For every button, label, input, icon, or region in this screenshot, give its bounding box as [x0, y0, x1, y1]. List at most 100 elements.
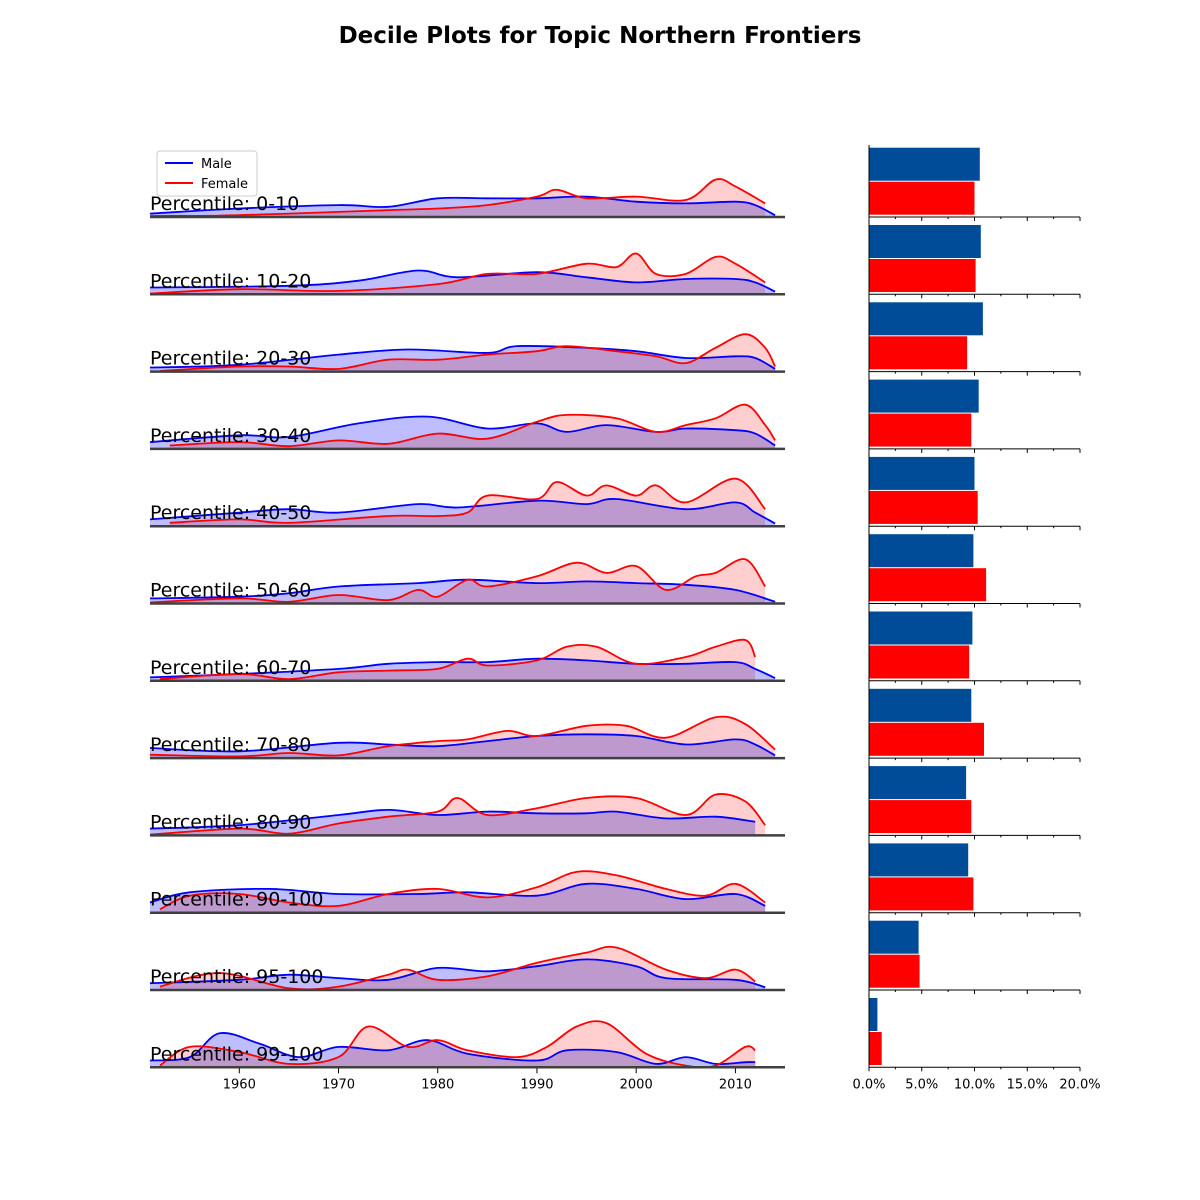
- ridge-row-50-60: Percentile: 50-60: [149, 558, 785, 605]
- female-line: [169, 477, 766, 524]
- bars-row-90-100: [868, 843, 1081, 917]
- share-bars: [868, 145, 1081, 1072]
- row-label: Percentile: 70-80: [150, 734, 311, 756]
- bars-row-60-70: [868, 611, 1081, 685]
- female-share-bar: [869, 181, 975, 215]
- female-area: [150, 253, 766, 295]
- ridge-row-10-20: Percentile: 10-20: [149, 252, 785, 296]
- male-share-bar: [869, 225, 981, 258]
- male-share-bar: [869, 147, 980, 181]
- legend-female-label: Female: [201, 177, 248, 192]
- female-share-bar: [869, 259, 976, 292]
- row-label: Percentile: 95-100: [150, 966, 323, 988]
- share-tick-label: 15.0%: [1007, 1077, 1048, 1092]
- female-area: [150, 559, 766, 604]
- row-label: Percentile: 60-70: [150, 657, 311, 679]
- bars-row-70-80: [868, 688, 1081, 763]
- bars-row-20-30: [868, 302, 1081, 376]
- year-tick-label: 1990: [520, 1077, 553, 1092]
- male-share-bar: [869, 766, 967, 800]
- ridge-row-20-30: Percentile: 20-30: [149, 333, 785, 373]
- male-share-bar: [869, 611, 973, 645]
- female-share-bar: [869, 568, 987, 602]
- female-area: [159, 946, 756, 990]
- male-line: [149, 344, 776, 370]
- row-label: Percentile: 99-100: [150, 1043, 323, 1065]
- share-tick-label: 5.0%: [905, 1077, 938, 1092]
- male-line: [149, 958, 766, 989]
- year-axis: 1960 1970 1980 1990 2000 2010: [223, 1068, 752, 1092]
- female-line: [149, 178, 766, 217]
- male-share-bar: [869, 302, 983, 336]
- year-tick-label: 2010: [719, 1077, 752, 1092]
- year-tick-label: 1960: [223, 1077, 256, 1092]
- bars-row-0-10: [868, 147, 1081, 221]
- chart-title: Decile Plots for Topic Northern Frontier…: [339, 23, 862, 49]
- female-area: [159, 1021, 756, 1068]
- female-share-bar: [869, 954, 920, 988]
- female-share-bar: [869, 877, 974, 911]
- female-share-bar: [869, 722, 984, 756]
- female-area: [169, 478, 766, 527]
- legend-male-label: Male: [201, 157, 232, 172]
- ridge-row-80-90: Percentile: 80-90: [149, 793, 785, 837]
- bars-row-99-100: [868, 998, 1081, 1072]
- male-share-bar: [869, 688, 972, 722]
- female-share-bar: [869, 336, 968, 370]
- female-share-bar: [869, 800, 972, 834]
- bars-row-80-90: [868, 766, 1081, 840]
- row-label: Percentile: 40-50: [150, 502, 311, 524]
- ridge-row-99-100: Percentile: 99-100: [149, 1020, 785, 1069]
- male-share-bar: [869, 920, 919, 954]
- female-share-bar: [869, 645, 970, 679]
- year-tick-label: 1970: [322, 1077, 355, 1092]
- female-share-bar: [869, 1032, 882, 1065]
- female-area: [150, 179, 766, 217]
- row-label: Percentile: 50-60: [150, 580, 311, 602]
- female-line: [149, 793, 766, 836]
- row-label: Percentile: 30-40: [150, 425, 311, 447]
- female-area: [169, 404, 776, 449]
- ridge-row-40-50: Percentile: 40-50: [149, 477, 785, 528]
- legend: Male Female: [156, 150, 258, 197]
- bars-row-40-50: [868, 456, 1081, 531]
- male-line: [149, 578, 776, 603]
- ridge-row-0-10: Percentile: 0-10: [149, 178, 785, 219]
- female-area: [159, 639, 756, 681]
- male-line: [149, 882, 766, 907]
- row-label: Percentile: 20-30: [150, 348, 311, 370]
- female-line: [149, 558, 766, 604]
- row-label: Percentile: 90-100: [150, 889, 323, 911]
- row-label: Percentile: 0-10: [150, 193, 299, 215]
- ridge-row-30-40: Percentile: 30-40: [149, 403, 785, 451]
- male-line: [149, 808, 756, 830]
- row-label: Percentile: 10-20: [150, 270, 311, 292]
- female-area: [159, 871, 766, 913]
- female-line: [159, 333, 776, 372]
- share-tick-label: 0.0%: [852, 1077, 885, 1092]
- female-share-bar: [869, 490, 978, 524]
- bars-row-95-100: [868, 920, 1081, 994]
- share-axis: 0.0% 5.0% 10.0% 15.0% 20.0%: [852, 1077, 1100, 1092]
- male-share-bar: [869, 843, 969, 877]
- female-share-bar: [869, 413, 972, 447]
- female-line: [159, 638, 757, 681]
- male-share-bar: [869, 456, 975, 490]
- male-line: [149, 498, 776, 525]
- bars-row-10-20: [868, 225, 1081, 299]
- share-tick-label: 20.0%: [1059, 1077, 1100, 1092]
- male-share-bar: [869, 534, 974, 568]
- male-share-bar: [869, 379, 979, 413]
- ridge-row-60-70: Percentile: 60-70: [149, 638, 785, 683]
- female-line: [159, 870, 766, 911]
- female-line: [149, 715, 776, 758]
- male-share-bar: [869, 998, 878, 1031]
- ridge-rows: Percentile: 0-10 Percentile: 10-20 Percent…: [149, 178, 785, 1069]
- row-label: Percentile: 80-90: [150, 811, 311, 833]
- bars-row-50-60: [868, 534, 1081, 608]
- male-line: [149, 1032, 756, 1065]
- male-line: [149, 415, 776, 447]
- ridge-row-70-80: Percentile: 70-80: [149, 715, 785, 760]
- female-line: [149, 252, 766, 295]
